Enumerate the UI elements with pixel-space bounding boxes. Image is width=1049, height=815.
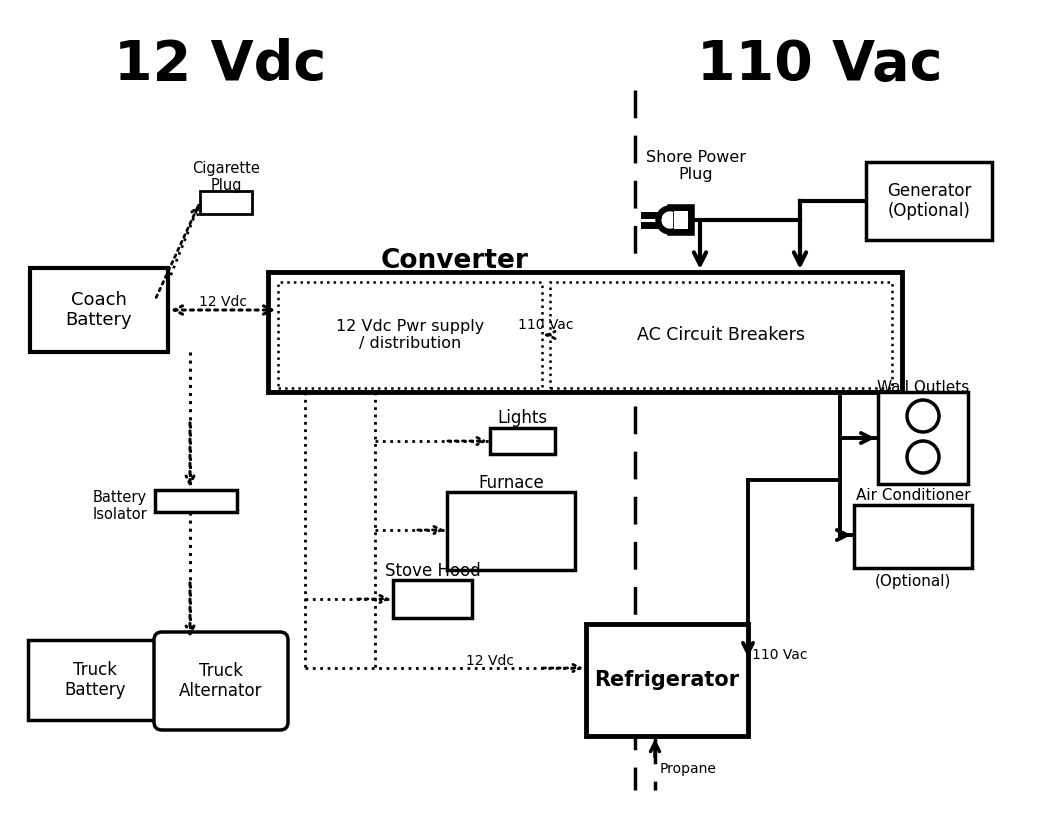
Text: Truck
Alternator: Truck Alternator	[179, 662, 262, 700]
Bar	[267, 272, 902, 392]
Bar	[447, 492, 575, 570]
Text: 110 Vac: 110 Vac	[698, 38, 943, 92]
Text: Air Conditioner: Air Conditioner	[856, 488, 970, 503]
Text: Furnace: Furnace	[478, 474, 543, 492]
Text: 110 Vac: 110 Vac	[752, 648, 808, 662]
Bar	[550, 282, 892, 388]
Circle shape	[907, 400, 939, 432]
Bar	[30, 268, 168, 352]
Bar	[670, 207, 692, 233]
Bar	[28, 640, 162, 720]
Text: Wall Outlets: Wall Outlets	[877, 380, 969, 395]
Bar	[854, 505, 972, 568]
Bar	[155, 490, 237, 512]
Bar	[393, 580, 472, 618]
Text: AC Circuit Breakers: AC Circuit Breakers	[637, 326, 805, 344]
Bar	[878, 392, 968, 484]
Bar	[278, 282, 542, 388]
Text: Generator
(Optional): Generator (Optional)	[886, 182, 971, 220]
Text: Lights: Lights	[497, 409, 548, 427]
Polygon shape	[656, 206, 677, 234]
Text: Shore Power
Plug: Shore Power Plug	[646, 150, 746, 183]
Text: 110 Vac: 110 Vac	[518, 318, 574, 332]
Text: Propane: Propane	[660, 762, 716, 776]
Bar	[586, 624, 748, 736]
Bar	[866, 162, 992, 240]
Text: Converter: Converter	[381, 248, 529, 274]
Text: Refrigerator: Refrigerator	[595, 670, 740, 690]
Text: Stove Hood: Stove Hood	[385, 562, 480, 580]
Text: Coach
Battery: Coach Battery	[66, 291, 132, 329]
Text: Truck
Battery: Truck Battery	[64, 661, 126, 699]
Text: 12 Vdc: 12 Vdc	[114, 38, 326, 92]
Polygon shape	[662, 212, 672, 228]
Bar	[675, 211, 688, 229]
Circle shape	[907, 441, 939, 473]
Text: 12 Vdc Pwr supply
/ distribution: 12 Vdc Pwr supply / distribution	[336, 319, 485, 351]
Bar	[670, 207, 692, 233]
Bar	[200, 191, 252, 214]
Text: Cigarette
Plug: Cigarette Plug	[192, 161, 260, 193]
Text: Battery
Isolator: Battery Isolator	[92, 490, 147, 522]
Bar	[490, 428, 555, 454]
FancyBboxPatch shape	[154, 632, 288, 730]
Text: 12 Vdc: 12 Vdc	[199, 295, 247, 309]
Text: (Optional): (Optional)	[875, 574, 951, 589]
Text: 12 Vdc: 12 Vdc	[466, 654, 514, 668]
